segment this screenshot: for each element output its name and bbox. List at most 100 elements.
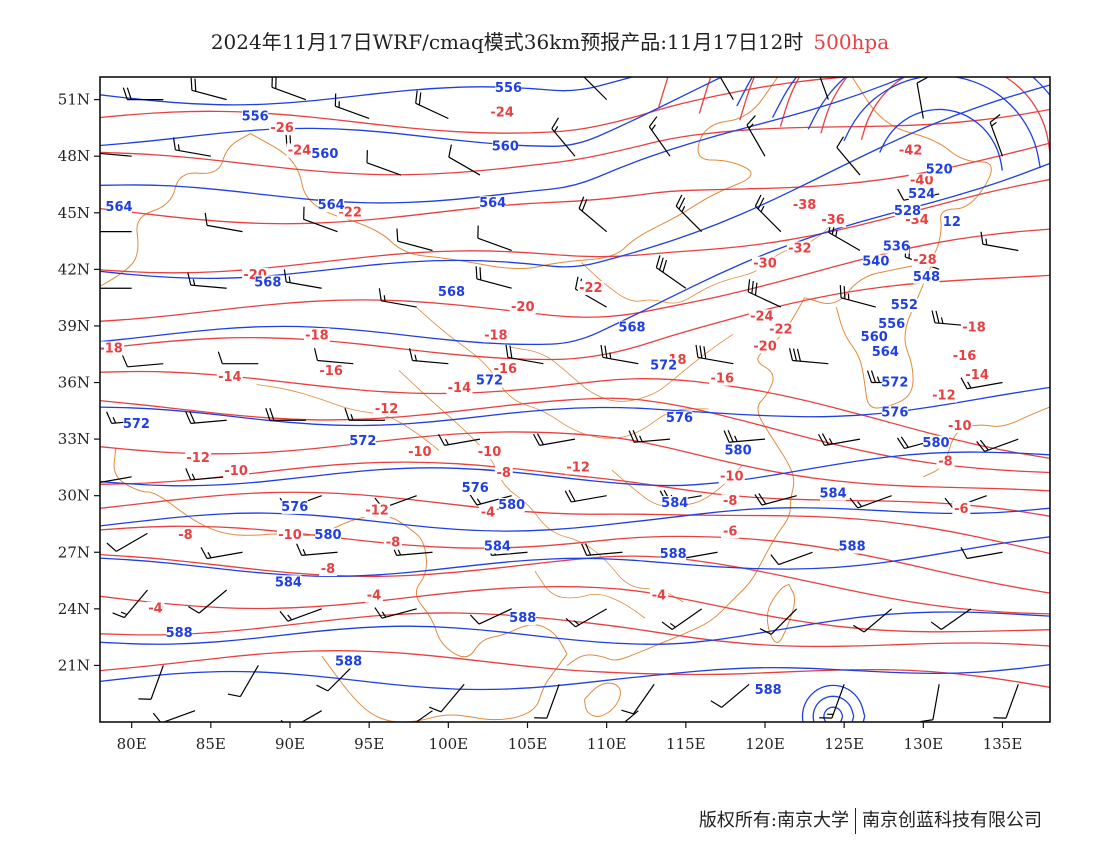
height-label-bg	[839, 539, 866, 554]
temperature-label: -42	[899, 143, 923, 158]
isotherm-line	[100, 178, 1050, 274]
wind-barb	[661, 608, 703, 630]
height-label: 560	[492, 140, 519, 155]
temperature-label-bg	[489, 105, 516, 120]
wind-barb	[916, 77, 929, 119]
wind-barb	[477, 225, 512, 252]
isotherm-line	[100, 650, 1050, 688]
height-label-bg	[492, 139, 519, 154]
wind-barb	[283, 269, 322, 289]
height-label: 584	[661, 496, 688, 511]
height-label: 576	[281, 500, 308, 515]
temperature-label: -38	[793, 198, 817, 213]
height-label: 572	[650, 358, 677, 373]
height-label-bg	[881, 405, 908, 420]
wind-barb	[551, 117, 576, 157]
isotherm-line	[100, 274, 1050, 361]
temperature-label-bg	[908, 173, 935, 188]
height-label-bg	[894, 203, 921, 218]
temperature-label-bg	[649, 588, 668, 603]
temperature-label: -36	[821, 213, 845, 228]
temperature-label-bg	[709, 371, 736, 386]
isotherm-line	[820, 77, 848, 134]
height-label: 568	[618, 321, 645, 336]
temperature-label: -12	[375, 402, 399, 417]
axis-ticks: 51N 48N 45N 42N 39N 36N 33N 30N 27N 24N 21N 80E 85E 9…	[58, 91, 1023, 753]
wind-barb	[378, 288, 417, 308]
temperature-label: -24	[490, 106, 514, 121]
contour-labels-layer: -26-24-24-22-20-20-22-18-18 -18-16 -16-14-…	[100, 81, 991, 698]
height-label: 584	[275, 575, 302, 590]
temperature-label: -8	[321, 562, 335, 577]
temperature-label: -10	[408, 445, 432, 460]
wind-barb	[100, 476, 132, 484]
wind-barb	[788, 348, 829, 365]
wind-barb	[930, 608, 972, 630]
height-label-bg	[438, 284, 465, 299]
height-label-bg	[660, 547, 687, 562]
isotherm-line	[100, 525, 1050, 594]
temperature-label-bg	[718, 469, 745, 484]
wind-barb	[217, 351, 259, 365]
wind-barb	[600, 344, 639, 365]
height-contour-line	[100, 611, 1050, 645]
wind-barb	[723, 430, 766, 443]
wind-barb	[747, 279, 782, 308]
wind-barb	[408, 348, 449, 365]
temperature-label-bg	[930, 388, 957, 403]
wind-barb	[583, 77, 608, 101]
height-contour-line	[100, 77, 635, 106]
lat-tick-label: 30N	[58, 487, 90, 505]
wind-barb	[710, 683, 750, 708]
wind-barb	[296, 543, 338, 556]
wind-barb	[754, 194, 782, 233]
height-label-bg	[106, 200, 132, 215]
lon-tick-label: 135E	[983, 735, 1023, 753]
lat-tick-label: 33N	[58, 430, 90, 448]
wind-barb	[227, 665, 259, 698]
temperature-label-bg	[373, 401, 400, 416]
height-label-bg	[666, 411, 693, 426]
height-label: 576	[462, 481, 489, 496]
temperature-label: -18	[962, 321, 986, 336]
wind-barb	[138, 665, 164, 700]
height-label: 588	[335, 655, 362, 670]
isotherm-line	[100, 397, 1050, 474]
height-label-bg	[462, 481, 489, 496]
temperature-label-bg	[786, 241, 813, 256]
temperature-label-bg	[223, 464, 250, 479]
wind-barb	[415, 710, 433, 722]
lat-tick-label: 48N	[58, 147, 90, 165]
temperature-label: -24	[750, 309, 774, 324]
height-label: 580	[922, 436, 949, 451]
wind-barb	[100, 287, 132, 289]
wind-barb	[819, 684, 845, 719]
height-label-bg	[254, 275, 281, 290]
height-contour-line	[807, 77, 1050, 130]
province-border	[510, 333, 734, 402]
height-label: 568	[254, 275, 281, 290]
temperature-label: -40	[910, 174, 934, 189]
wind-barb	[505, 344, 544, 365]
height-label: 12	[943, 215, 961, 230]
height-label: 520	[926, 162, 953, 177]
height-label-bg	[349, 433, 376, 448]
isotherm-line	[100, 142, 1050, 225]
temperature-label: -20	[511, 300, 535, 315]
wind-barb	[100, 151, 132, 157]
temperature-label-bg	[478, 505, 497, 520]
isotherm-line	[100, 431, 1050, 492]
height-contour-line	[100, 507, 1050, 532]
lon-tick-label: 105E	[508, 735, 548, 753]
temperature-label-bg	[146, 601, 165, 616]
footer-credits: 版权所有:南京大学 南京创蓝科技有限公司	[699, 806, 1042, 834]
lat-tick-label: 39N	[58, 317, 90, 335]
wind-barb	[852, 608, 893, 633]
china-coastline	[566, 297, 806, 666]
temperature-label: -32	[788, 242, 812, 257]
height-label: 584	[820, 487, 847, 502]
temperature-label-bg	[100, 341, 125, 356]
temperature-label-bg	[565, 460, 592, 475]
height-contour-line	[100, 536, 1050, 578]
height-label: 548	[913, 270, 940, 285]
